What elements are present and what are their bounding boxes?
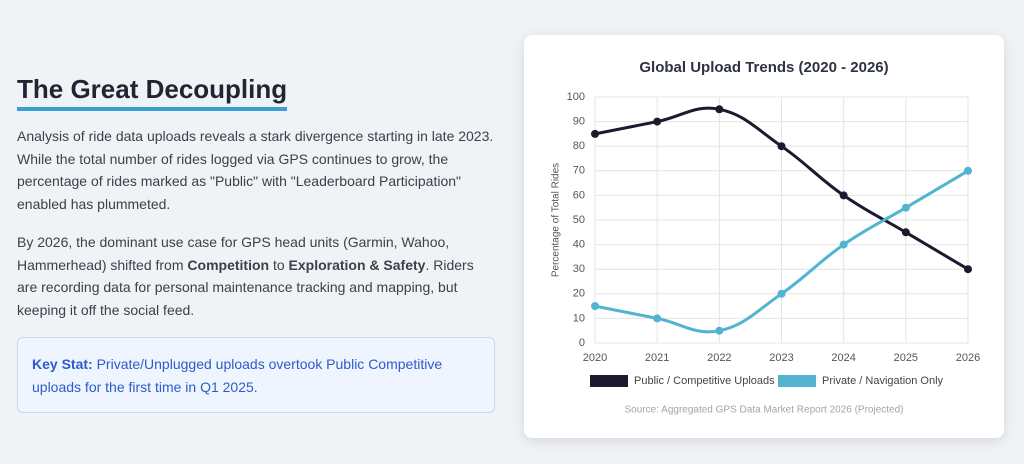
x-tick-label: 2020 [583, 352, 607, 364]
y-tick-label: 60 [573, 189, 585, 201]
point [591, 302, 599, 311]
x-tick-label: 2022 [707, 352, 731, 364]
legend-swatch [778, 375, 816, 387]
text: to [269, 256, 289, 273]
y-tick-label: 20 [573, 288, 585, 300]
key-stat: Key Stat: Private/Unplugged uploads over… [17, 337, 495, 413]
key-stat-text: Private/Unplugged uploads overtook Publi… [32, 356, 443, 395]
y-tick-label: 30 [573, 263, 585, 275]
x-tick-label: 2024 [831, 352, 855, 364]
article-title: The Great Decoupling [17, 74, 288, 111]
chart: Global Upload Trends (2020 - 2026) Perce… [551, 59, 981, 416]
x-tick-label: 2026 [956, 352, 980, 364]
point [901, 203, 910, 212]
key-stat-label: Key Stat: [32, 356, 93, 372]
y-tick-label: 40 [573, 239, 585, 251]
point [964, 265, 972, 274]
y-tick-label: 70 [573, 165, 585, 177]
point [839, 240, 848, 249]
text: Analysis of ride data uploads reveals a … [17, 128, 494, 212]
x-tick-label: 2025 [894, 352, 918, 364]
text: By 2026, the dominant use case for GPS h… [17, 234, 450, 273]
point [777, 289, 786, 298]
article: The Great Decoupling Analysis of ride da… [17, 74, 495, 413]
legend-swatch [590, 375, 628, 387]
point [715, 105, 724, 114]
point [964, 166, 972, 175]
point [777, 142, 786, 151]
point [653, 314, 662, 323]
y-tick-label: 50 [573, 214, 585, 226]
emphasis: Exploration & Safety [288, 256, 426, 273]
chart-title: Global Upload Trends (2020 - 2026) [639, 59, 888, 76]
emphasis: Competition [187, 256, 270, 273]
point [901, 228, 910, 237]
chart-card: Global Upload Trends (2020 - 2026) Perce… [524, 35, 1004, 438]
paragraph: Analysis of ride data uploads reveals a … [17, 125, 495, 215]
y-tick-label: 100 [567, 91, 585, 103]
y-tick-label: 0 [579, 337, 585, 349]
y-tick-label: 90 [573, 116, 585, 128]
point [591, 129, 599, 138]
point [653, 117, 662, 126]
y-axis-label: Percentage of Total Rides [551, 163, 562, 277]
x-tick-label: 2023 [769, 352, 793, 364]
legend-label: Public / Competitive Uploads [634, 375, 775, 387]
source-note: Source: Aggregated GPS Data Market Repor… [624, 405, 903, 416]
y-tick-label: 10 [573, 312, 585, 324]
text: . Riders are recording data for personal… [17, 256, 474, 318]
x-tick-label: 2021 [645, 352, 669, 364]
y-tick-label: 80 [573, 140, 585, 152]
legend-label: Private / Navigation Only [822, 375, 944, 387]
paragraph: By 2026, the dominant use case for GPS h… [17, 231, 495, 321]
point [839, 191, 848, 200]
point [715, 326, 724, 335]
